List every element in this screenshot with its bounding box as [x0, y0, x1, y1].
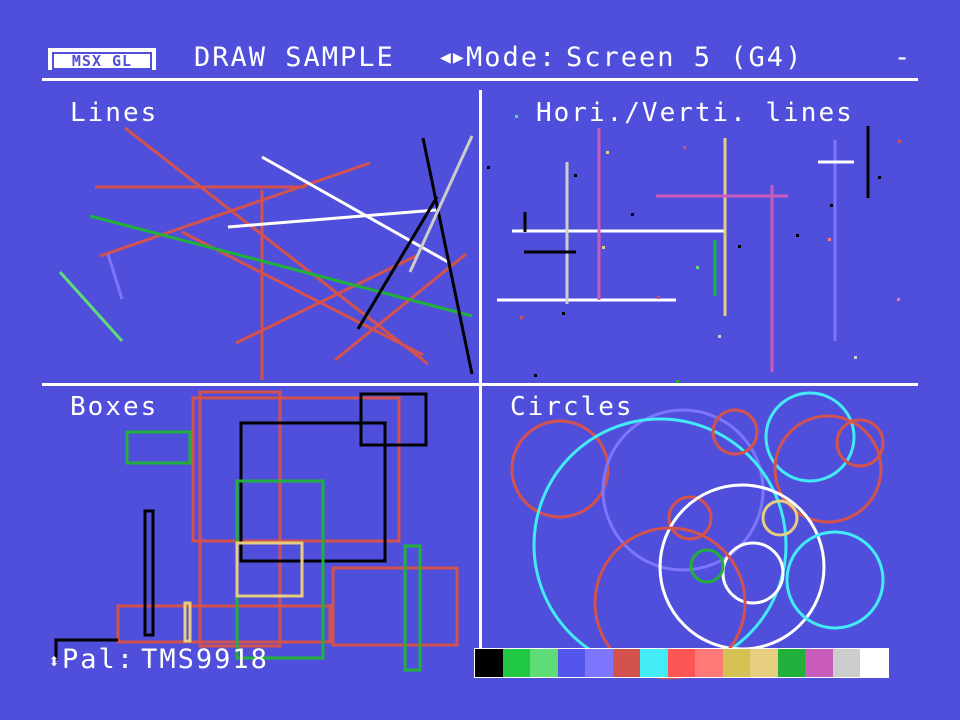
palette-swatch	[502, 649, 530, 677]
boxes-title: Boxes	[70, 392, 159, 422]
palette-swatch	[640, 649, 668, 677]
header-dash: -	[894, 42, 913, 73]
palette-value: TMS9918	[141, 644, 269, 675]
palette-swatch	[475, 649, 503, 677]
palette-swatch	[750, 649, 778, 677]
palette-swatch	[667, 649, 695, 677]
mode-label: Mode:	[466, 42, 558, 73]
palette-selector[interactable]: ⬍Pal: TMS9918	[48, 644, 269, 675]
msxgl-logo: MSX GL	[48, 48, 156, 70]
random-boxes	[54, 390, 459, 672]
logo-text: MSX GL	[52, 52, 152, 70]
palette-swatch	[585, 649, 613, 677]
palette-swatch	[777, 649, 805, 677]
vertical-divider	[479, 90, 482, 648]
up-down-arrows-icon[interactable]: ⬍	[48, 649, 63, 673]
pixel-dots	[487, 115, 901, 383]
hv-lines	[497, 126, 870, 372]
mode-value[interactable]: Screen 5 (G4)	[566, 42, 804, 73]
header-divider	[42, 78, 918, 81]
palette-swatch	[530, 649, 558, 677]
palette-swatch	[612, 649, 640, 677]
random-lines	[58, 126, 474, 380]
circles-title: Circles	[510, 392, 634, 422]
palette-swatch	[695, 649, 723, 677]
palette-swatch	[557, 649, 585, 677]
lines-title: Lines	[70, 98, 159, 128]
palette-swatch	[722, 649, 750, 677]
left-right-arrows-icon[interactable]: ◀▶	[440, 47, 466, 68]
hv-lines-title: Hori./Verti. lines	[536, 98, 854, 128]
palette-swatch	[860, 649, 888, 677]
random-circles	[510, 391, 885, 680]
app-title: DRAW SAMPLE	[194, 42, 395, 73]
palette-swatch	[832, 649, 860, 677]
palette-label: Pal:	[62, 644, 136, 675]
palette-swatches	[474, 648, 889, 678]
palette-swatch	[805, 649, 833, 677]
